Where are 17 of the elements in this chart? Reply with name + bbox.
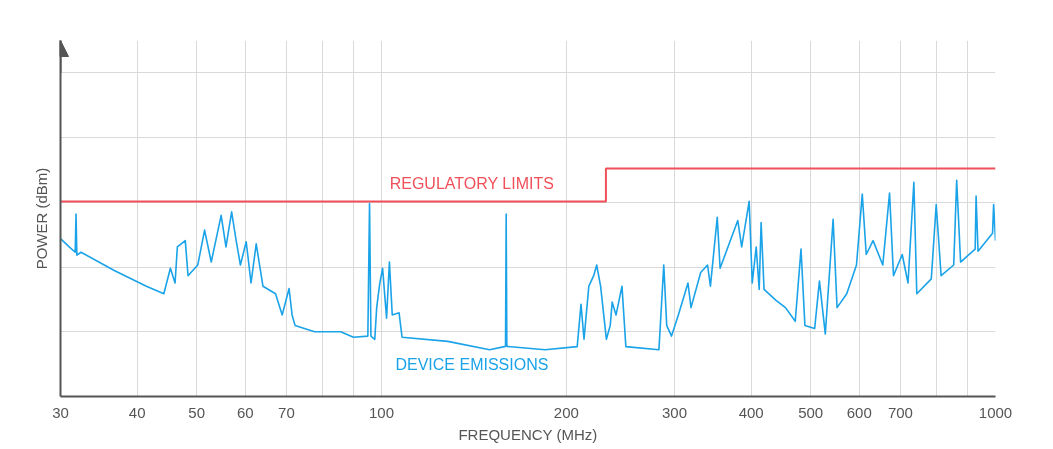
x-tick-label: 600 (846, 403, 872, 421)
x-tick-label: 500 (798, 403, 824, 421)
x-tick-label: 30 (52, 403, 69, 421)
x-tick-label: 40 (128, 403, 146, 421)
x-tick-label: 700 (887, 403, 913, 421)
y-axis-title: POWER (dBm) (32, 167, 50, 270)
x-axis-title: FREQUENCY (MHz) (458, 425, 598, 443)
series-label: REGULATORY LIMITS (389, 175, 554, 193)
x-tick-label: 100 (369, 403, 395, 421)
series-label: DEVICE EMISSIONS (395, 355, 549, 373)
x-tick-label: 1000 (978, 403, 1013, 421)
x-tick-label: 200 (553, 403, 579, 421)
x-tick-label: 60 (236, 403, 254, 421)
x-tick-label: 70 (278, 403, 295, 421)
x-tick-label: 50 (188, 403, 206, 421)
x-tick-label: 300 (661, 403, 687, 421)
x-tick-label: 400 (738, 403, 764, 421)
